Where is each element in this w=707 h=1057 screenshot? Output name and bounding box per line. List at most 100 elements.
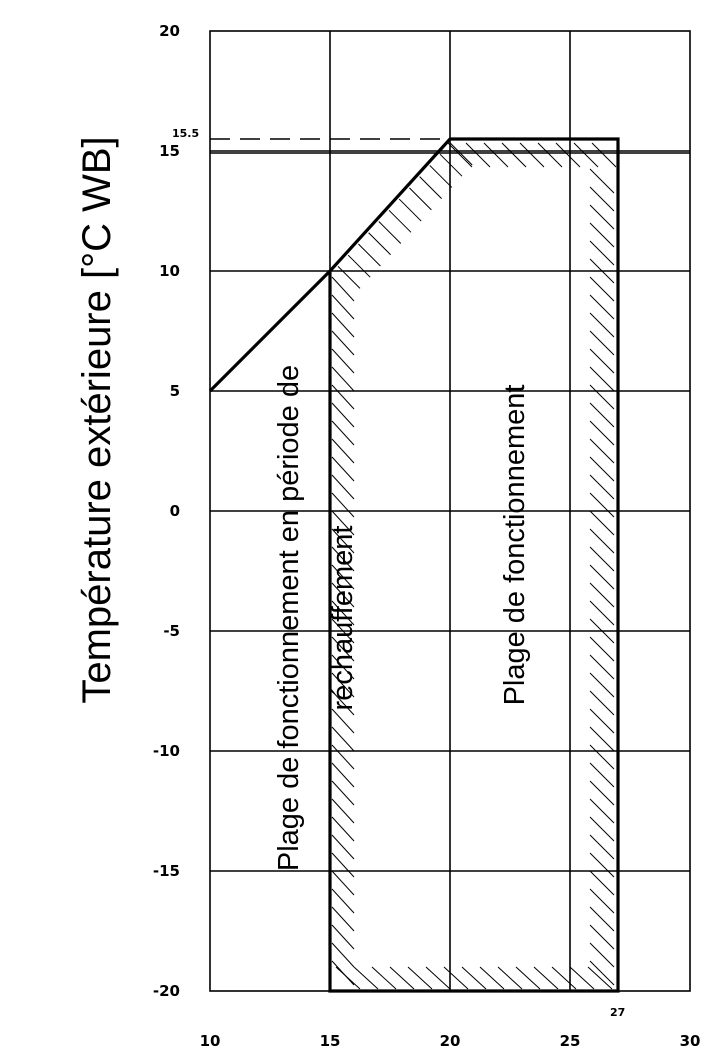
y-tick--5: -5 (163, 622, 180, 640)
hatch-mark (589, 420, 615, 446)
hatch-mark (589, 168, 615, 194)
hatch-mark (497, 966, 523, 990)
hatch-mark (589, 546, 615, 572)
x-tick-10: 10 (200, 1032, 221, 1050)
hatch-mark (515, 966, 541, 990)
hatch-mark (479, 966, 505, 990)
hatch-mark (419, 176, 442, 199)
y-tick-20: 20 (159, 22, 180, 40)
hatch-mark (378, 221, 402, 244)
hatch-mark (589, 600, 615, 626)
hatch-mark (589, 618, 615, 644)
y-axis-title: Température extérieure [°C WB] (75, 136, 119, 703)
hatch-mark (461, 966, 487, 990)
hatch-mark (589, 834, 615, 860)
hatch-mark (388, 209, 412, 233)
hatch-mark (589, 528, 615, 554)
hatch-mark (331, 600, 355, 626)
hatch-mark (589, 312, 615, 338)
hatch-mark (331, 618, 355, 644)
hatch-mark (589, 438, 615, 464)
hatch-mark (447, 142, 473, 168)
hatch-mark (331, 474, 355, 500)
hatch-mark (449, 142, 473, 166)
hatch-mark (589, 258, 615, 284)
hatch-mark (589, 330, 615, 356)
hatch-mark (589, 654, 615, 680)
hatch-mark (337, 266, 361, 289)
hatch-mark (589, 222, 615, 248)
hatch-mark (589, 510, 615, 536)
hatch-mark (331, 888, 355, 914)
hatch-mark (589, 690, 615, 716)
y-tick-0: 0 (170, 502, 180, 520)
envelope-hatching (331, 142, 617, 990)
hatch-mark (569, 966, 595, 990)
hatch-mark (331, 690, 355, 716)
hatch-mark (331, 330, 355, 356)
hatch-mark (331, 528, 355, 554)
y-tick-5: 5 (170, 382, 180, 400)
hatch-mark (443, 966, 469, 990)
hatch-mark (331, 366, 355, 392)
hatch-mark (398, 198, 422, 222)
annotation-27: 27 (610, 1006, 625, 1019)
x-tick-labels: 10 15 20 25 30 (200, 1032, 701, 1050)
hatch-mark (589, 672, 615, 698)
hatch-mark (589, 384, 615, 410)
hatch-mark (589, 276, 615, 302)
hatch-mark (589, 636, 615, 662)
hatch-mark (589, 402, 615, 428)
hatch-mark (331, 798, 355, 824)
hatch-mark (331, 672, 355, 698)
hatch-mark (483, 142, 509, 168)
hatch-mark (589, 960, 615, 986)
hatch-mark (589, 348, 615, 374)
hatch-mark (331, 852, 355, 878)
hatch-mark (331, 744, 355, 770)
hatch-mark (589, 744, 615, 770)
hatch-mark (551, 966, 577, 990)
hatch-mark (589, 924, 615, 950)
operating-envelope (208, 137, 620, 993)
hatch-mark (465, 142, 491, 168)
hatch-mark (331, 780, 355, 806)
hatch-mark (371, 966, 397, 990)
hatch-mark (589, 582, 615, 608)
hatch-mark (533, 966, 559, 990)
hatch-mark (389, 966, 415, 990)
hatch-mark (331, 942, 355, 968)
hatch-mark (589, 762, 615, 788)
plot-frame (209, 30, 691, 992)
hatch-mark (353, 966, 379, 990)
hatch-mark (589, 870, 615, 896)
x-tick-20: 20 (440, 1032, 461, 1050)
x-tick-30: 30 (680, 1032, 701, 1050)
hatch-mark (331, 708, 355, 734)
hatch-mark (331, 456, 355, 482)
hatch-mark (331, 312, 355, 338)
hatch-mark (587, 966, 613, 990)
hatch-mark (589, 906, 615, 932)
hatch-mark (555, 142, 581, 168)
hatch-mark (589, 942, 615, 968)
hatch-mark (331, 636, 355, 662)
hatch-mark (589, 888, 615, 914)
hatch-mark (573, 142, 599, 168)
hatch-mark (331, 276, 355, 302)
hatch-mark (331, 420, 355, 446)
hatch-mark (429, 165, 453, 188)
hatch-mark (589, 780, 615, 806)
hatch-mark (589, 492, 615, 518)
hatch-mark (589, 186, 615, 212)
hatch-mark (331, 438, 355, 464)
hatch-mark (331, 834, 355, 860)
hatch-mark (331, 294, 355, 320)
hatch-mark (589, 852, 615, 878)
hatch-mark (331, 870, 355, 896)
x-tick-25: 25 (560, 1032, 581, 1050)
hatch-mark (519, 142, 545, 168)
heating-region-label-line2: réchauffement (327, 526, 359, 711)
y-tick-labels: 20 15 10 5 0 -5 -10 -15 -20 (153, 22, 180, 1000)
